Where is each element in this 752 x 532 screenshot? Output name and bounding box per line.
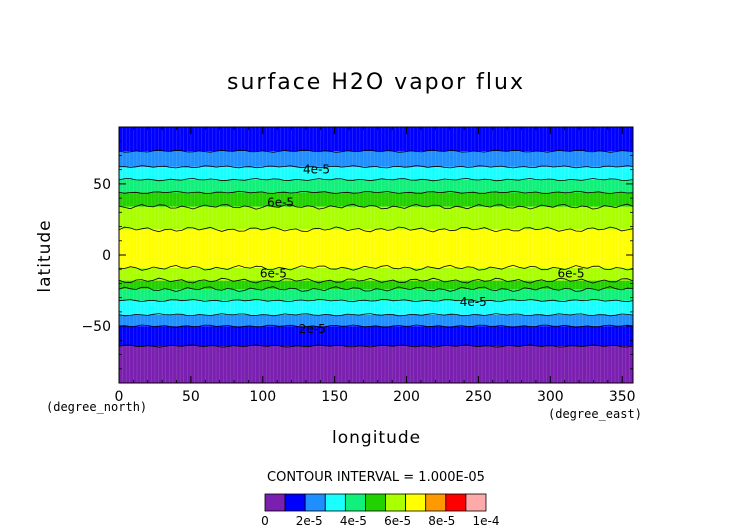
heatmap-band-7 xyxy=(119,229,633,268)
colorbar-tick-label: 8e-5 xyxy=(428,514,455,528)
contour-line xyxy=(118,149,634,153)
colorbar-tick-label: 2e-5 xyxy=(296,514,323,528)
x-tick-label: 200 xyxy=(393,389,420,405)
colorbar-tick-label: 0 xyxy=(261,514,269,528)
colorbar-swatch xyxy=(365,493,386,512)
heatmap-band-11 xyxy=(119,166,633,180)
contour-line xyxy=(118,298,634,303)
colorbar-tick-label: 4e-5 xyxy=(340,514,367,528)
heatmap-band-8 xyxy=(119,206,633,230)
contour-line xyxy=(118,264,634,271)
colorbar-swatch xyxy=(445,493,467,512)
contour-line xyxy=(118,226,634,233)
colorbar-tick-label: 1e-4 xyxy=(473,514,500,528)
x-tick-label: 150 xyxy=(321,389,348,405)
contour-line xyxy=(118,178,634,182)
x-tick-label: 50 xyxy=(182,389,200,405)
colorbar-swatch xyxy=(304,493,326,512)
colorbar-swatch xyxy=(264,493,286,512)
contour-line xyxy=(118,313,634,317)
heatmap-band-13 xyxy=(119,127,633,152)
contour-label: 6e-5 xyxy=(260,266,287,280)
y-tick-label: 50 xyxy=(93,177,111,193)
colorbar-swatch xyxy=(344,493,366,512)
heatmap-band-4 xyxy=(119,289,633,301)
contour-label: 6e-5 xyxy=(558,266,585,280)
heatmap-band-3 xyxy=(119,300,633,315)
x-tick-label: 250 xyxy=(465,389,492,405)
chart-title: surface H2O vapor flux xyxy=(227,70,525,95)
heatmap-band-10 xyxy=(119,179,633,193)
contour-line xyxy=(118,277,634,284)
contour-label: 4e-5 xyxy=(303,163,330,177)
x-tick-label: 0 xyxy=(115,389,124,405)
contour-label: 2e-5 xyxy=(299,322,326,336)
colorbar-tick-label: 6e-5 xyxy=(384,514,411,528)
heatmap-band-12 xyxy=(119,151,633,167)
heatmap-band-9 xyxy=(119,192,633,207)
contour-line xyxy=(118,165,634,169)
heatmap-band-6 xyxy=(119,267,633,281)
heatmap-band-5 xyxy=(119,280,633,290)
y-tick-label: −50 xyxy=(81,319,111,335)
colorbar-swatch xyxy=(405,493,427,512)
colorbar-swatch xyxy=(284,493,306,512)
x-unit-label: (degree_east) xyxy=(548,407,642,421)
colorbar-swatch xyxy=(425,493,447,512)
x-tick-label: 100 xyxy=(249,389,276,405)
colorbar-swatch xyxy=(385,493,407,512)
contour-line xyxy=(118,286,634,293)
y-unit-label: (degree_north) xyxy=(46,400,148,414)
y-tick-label: 0 xyxy=(102,248,111,264)
contour-line xyxy=(118,203,634,210)
x-axis-label: longitude xyxy=(332,428,422,448)
heatmap-band-0 xyxy=(119,346,633,383)
contour-interval: CONTOUR INTERVAL = 1.000E-05 xyxy=(267,470,485,485)
y-axis-label: latitude xyxy=(35,219,55,293)
heatmap-band-2 xyxy=(119,314,633,327)
contour-line xyxy=(118,190,634,195)
x-tick-label: 300 xyxy=(537,389,564,405)
contour-label: 4e-5 xyxy=(460,295,487,309)
contour-line xyxy=(118,324,634,328)
contour-label: 6e-5 xyxy=(267,195,294,209)
colorbar-swatch xyxy=(324,493,346,512)
colorbar-swatch xyxy=(465,493,487,512)
heatmap-band-1 xyxy=(119,326,633,347)
x-tick-label: 350 xyxy=(609,389,636,405)
contour-line xyxy=(118,344,634,348)
